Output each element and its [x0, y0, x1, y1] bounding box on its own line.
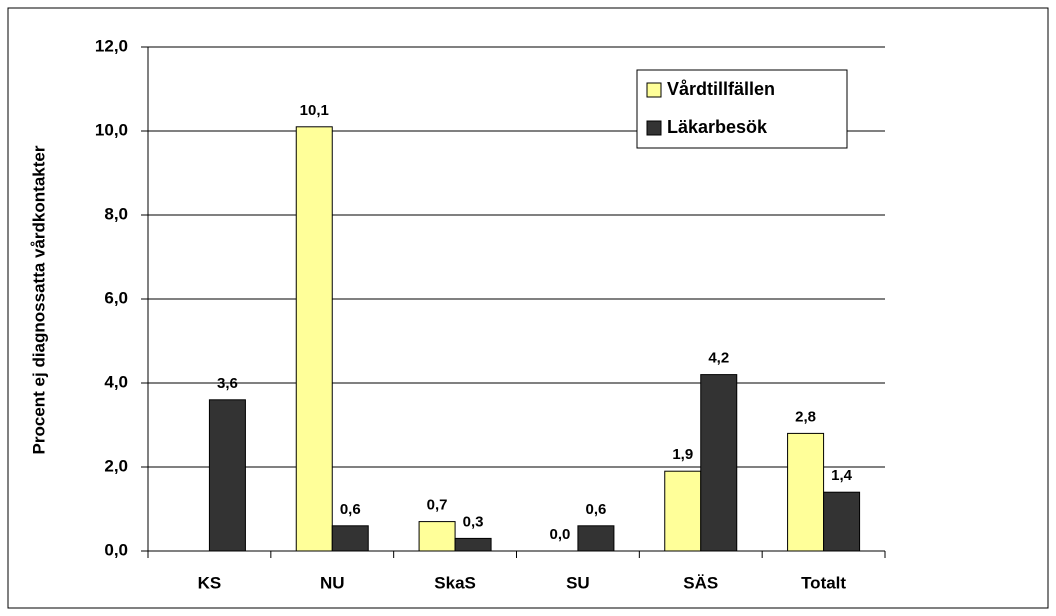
value-label: 3,6: [217, 375, 238, 392]
legend-label: Vårdtillfällen: [667, 79, 775, 99]
legend-box: [636, 69, 848, 149]
bar: [208, 399, 246, 552]
y-tick-label: 2,0: [104, 456, 128, 475]
value-label: 1,4: [831, 467, 853, 484]
x-tick-label: SU: [566, 573, 590, 592]
y-tick-label: 0,0: [104, 540, 128, 559]
legend-swatch: [646, 82, 662, 98]
chart-border: [7, 7, 1049, 609]
legend-swatch: [646, 120, 662, 136]
y-tick-label: 10,0: [95, 120, 128, 139]
bar: [700, 374, 738, 552]
y-tick-label: 8,0: [104, 204, 128, 223]
value-label: 0,6: [585, 501, 606, 518]
y-axis-label: Procent ej diagnossatta vårdkontakter: [29, 145, 48, 454]
value-label: 0,0: [549, 526, 570, 543]
bar: [577, 525, 615, 552]
y-tick-label: 12,0: [95, 36, 128, 55]
value-label: 0,7: [427, 497, 448, 514]
bar: [664, 470, 702, 552]
legend-label: Läkarbesök: [667, 117, 768, 137]
bar: [823, 491, 861, 552]
value-label: 10,1: [300, 102, 329, 119]
bar: [331, 525, 369, 552]
value-label: 1,9: [672, 446, 693, 463]
x-tick-label: Totalt: [801, 573, 846, 592]
value-label: 4,2: [708, 350, 729, 367]
bar: [295, 126, 333, 552]
value-label: 0,6: [340, 501, 361, 518]
bar: [454, 537, 492, 552]
x-tick-label: SÄS: [683, 573, 718, 592]
bar: [787, 432, 825, 552]
y-tick-label: 4,0: [104, 372, 128, 391]
value-label: 0,3: [463, 513, 484, 530]
x-tick-label: NU: [320, 573, 345, 592]
x-tick-label: KS: [198, 573, 222, 592]
y-tick-label: 6,0: [104, 288, 128, 307]
x-tick-label: SkaS: [434, 573, 476, 592]
value-label: 2,8: [795, 408, 816, 425]
bar: [418, 521, 456, 552]
